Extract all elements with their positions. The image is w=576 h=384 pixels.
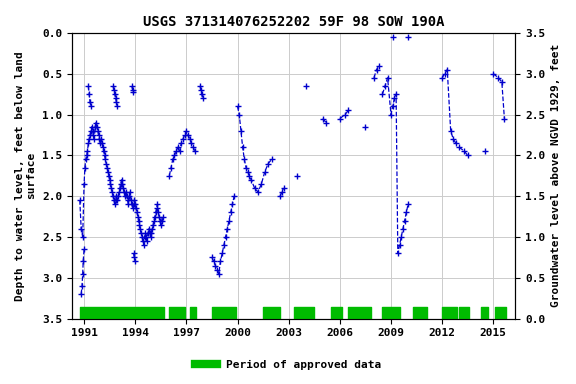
Y-axis label: Groundwater level above NGVD 1929, feet: Groundwater level above NGVD 1929, feet bbox=[551, 44, 561, 307]
Legend: Period of approved data: Period of approved data bbox=[191, 356, 385, 375]
Title: USGS 371314076252202 59F 98 SOW 190A: USGS 371314076252202 59F 98 SOW 190A bbox=[143, 15, 445, 29]
Y-axis label: Depth to water level, feet below land
surface: Depth to water level, feet below land su… bbox=[15, 51, 37, 301]
